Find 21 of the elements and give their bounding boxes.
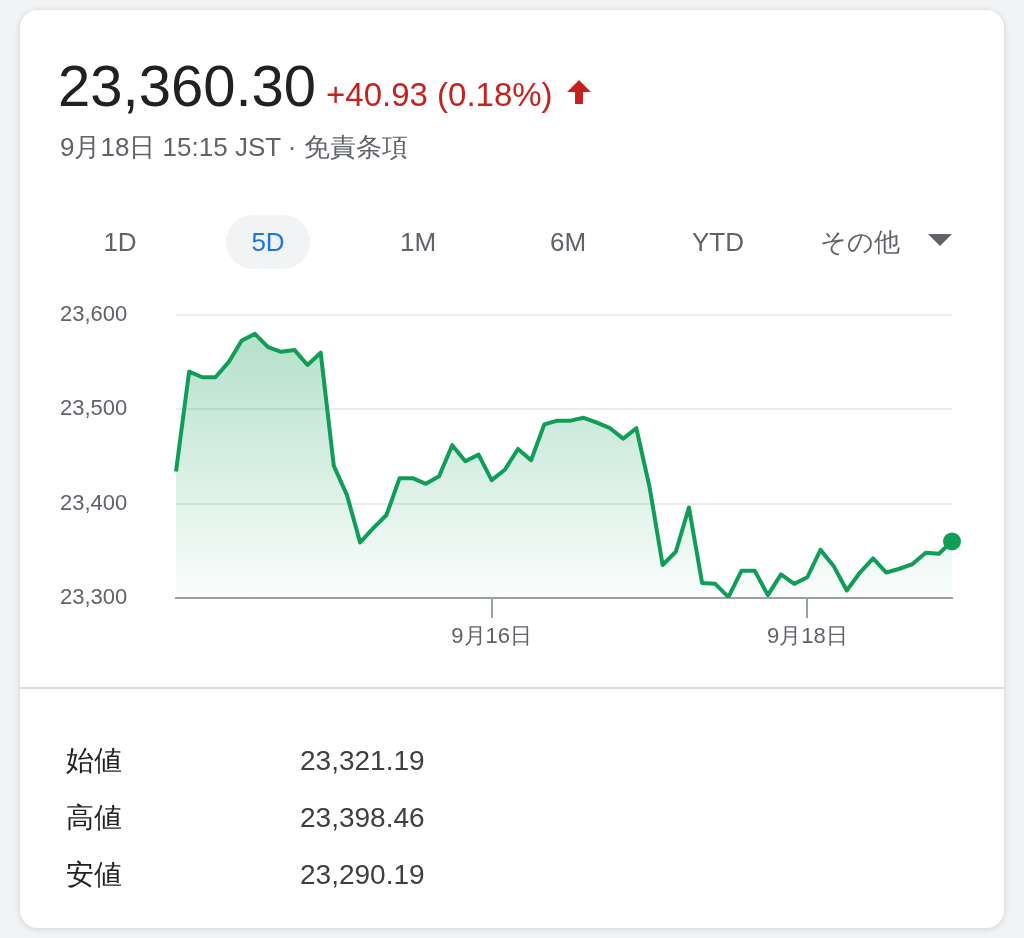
text: 安値 <box>66 858 123 892</box>
y-tick-label: 23,500 <box>60 395 128 421</box>
text: 23,398.46 <box>300 802 425 833</box>
chart-subtitle: 9月18日 15:15 JST · 免責条項 <box>60 131 408 164</box>
text: 1M <box>398 225 438 259</box>
text: 高値 <box>66 801 123 835</box>
text: 5D <box>226 215 310 269</box>
text: +40.93 (0.18%) <box>326 76 553 114</box>
text: 始値 <box>66 744 123 778</box>
text: YTD <box>691 225 745 259</box>
text: その他 <box>819 225 901 259</box>
chart-title: 23,360.30 <box>58 52 317 119</box>
x-tick-label: 9月18日 <box>766 623 848 649</box>
text: 6M <box>548 225 588 259</box>
y-tick-label: 23,600 <box>60 301 128 327</box>
y-tick-label: 23,300 <box>60 584 128 610</box>
y-tick-label: 23,400 <box>60 489 128 515</box>
x-tick-label: 9月16日 <box>451 623 533 649</box>
text: 23,321.19 <box>300 745 425 776</box>
text: 1D <box>102 225 138 259</box>
text: 23,290.19 <box>300 859 425 890</box>
